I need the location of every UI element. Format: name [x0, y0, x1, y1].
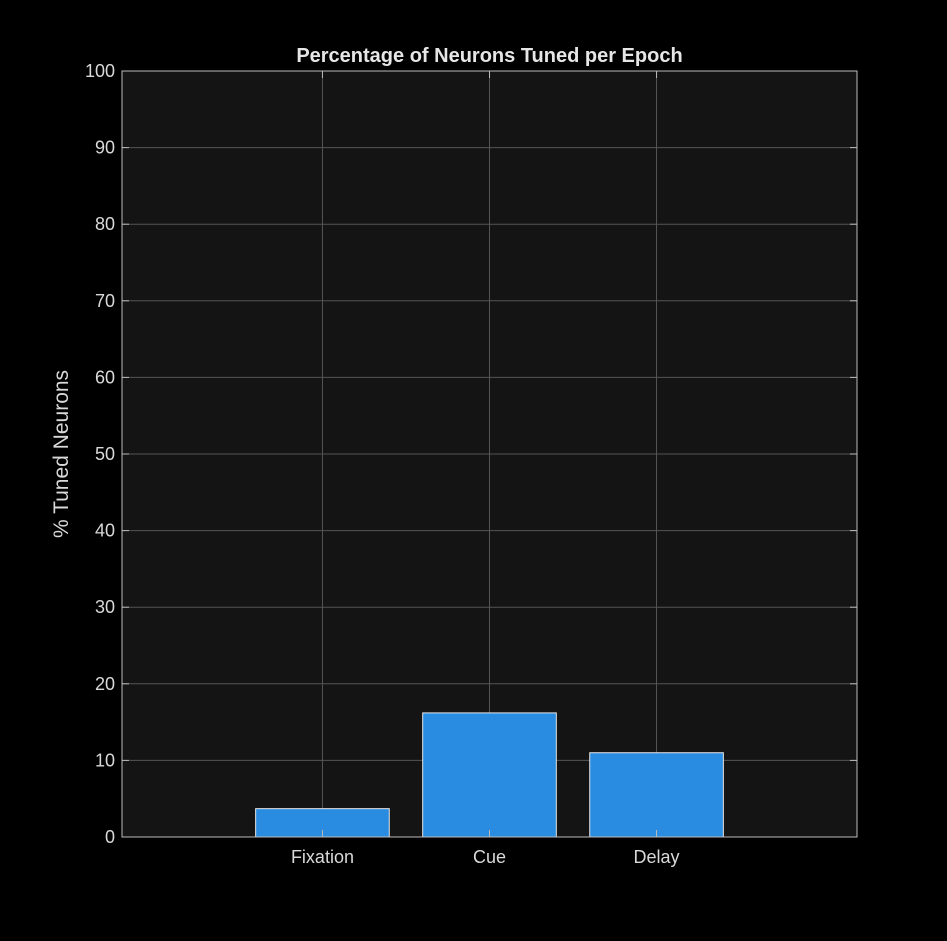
y-tick-label: 40 [95, 521, 115, 541]
y-tick-label: 10 [95, 750, 115, 770]
bars [255, 712, 724, 838]
plot-frame [121, 70, 858, 838]
x-tick-label: Delay [634, 847, 680, 867]
x-tick-label: Cue [473, 847, 506, 867]
bar-delay [589, 752, 724, 838]
y-tick-label: 90 [95, 138, 115, 158]
y-tick-label: 100 [85, 61, 115, 81]
axis-ticks: 0 10 20 30 40 50 60 70 80 90 100 Fixation Cue Delay [85, 61, 857, 867]
y-tick-label: 50 [95, 444, 115, 464]
chart-title: Percentage of Neurons Tuned per Epoch [296, 45, 682, 67]
y-tick-label: 30 [95, 597, 115, 617]
y-axis-label: % Tuned Neurons [50, 370, 73, 538]
y-tick-label: 20 [95, 674, 115, 694]
y-tick-label: 80 [95, 214, 115, 234]
y-tick-label: 70 [95, 291, 115, 311]
y-tick-label: 60 [95, 367, 115, 387]
bar-cue [422, 712, 557, 838]
y-tick-label: 0 [105, 827, 115, 847]
x-tick-label: Fixation [291, 847, 354, 867]
